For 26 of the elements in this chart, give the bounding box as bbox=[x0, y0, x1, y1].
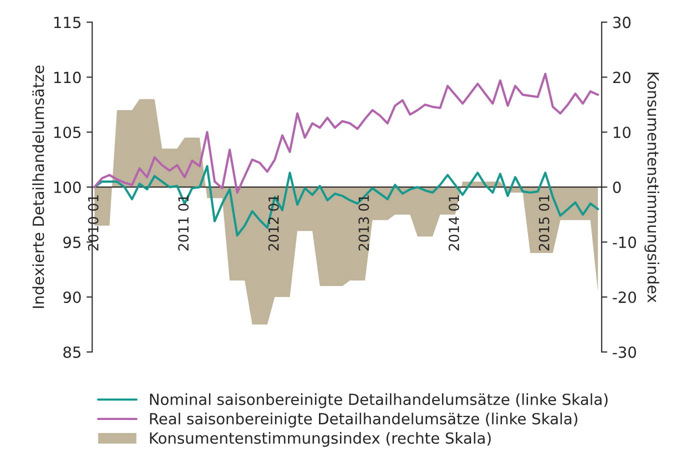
x-tick-label: 2013 01 bbox=[358, 195, 369, 250]
legend-label: Real saisonbereinigte Detailhandelumsätze (linke Skala) bbox=[150, 412, 578, 428]
x-tick-label: 2011 01 bbox=[178, 195, 189, 250]
line-series bbox=[93, 72, 600, 194]
y-tick-label: 100 bbox=[54, 182, 81, 194]
y-tick-label: 95 bbox=[63, 236, 80, 248]
x-tick-label: 2015 01 bbox=[538, 195, 550, 250]
y-tick-label: 90 bbox=[63, 291, 81, 304]
x-tick-label: 2014 01 bbox=[448, 195, 460, 250]
y2-tick-label: 30 bbox=[613, 16, 631, 28]
y-tick-label: 110 bbox=[54, 72, 81, 84]
y2-tick-label: 10 bbox=[614, 126, 631, 138]
y-tick-label: 115 bbox=[54, 16, 80, 28]
legend-label: Nominal saisonbereinigte Detailhandelumsätze (linke Skala) bbox=[150, 393, 608, 408]
y2-tick-label: -10 bbox=[612, 236, 636, 248]
y-tick-label: 105 bbox=[54, 126, 80, 138]
y2-tick-label: -20 bbox=[612, 291, 636, 304]
y2-tick-label: -30 bbox=[612, 346, 636, 358]
y-axis-title: Indexierte Detailhandelumsätze bbox=[32, 66, 44, 308]
y2-tick-label: 0 bbox=[613, 182, 621, 194]
x-tick-label: 2010 01 bbox=[88, 195, 98, 250]
y2-axis-title: Konsumentenstimmungsindex bbox=[644, 72, 660, 302]
y-tick-label: 85 bbox=[63, 346, 80, 358]
legend-label: Konsumentenstimmungsindex (rechte Skala) bbox=[150, 432, 491, 447]
y2-tick-label: 20 bbox=[613, 72, 631, 84]
x-tick-label: 2012 01 bbox=[268, 195, 279, 250]
